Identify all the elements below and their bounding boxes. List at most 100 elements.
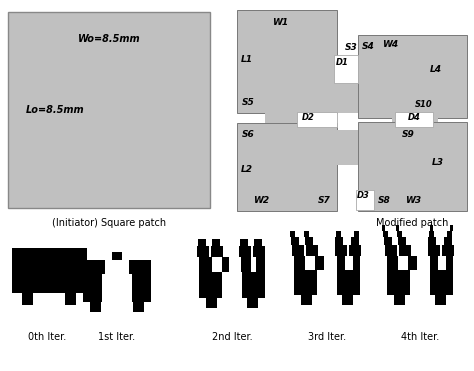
Text: Lo=8.5mm: Lo=8.5mm — [26, 105, 85, 115]
Bar — [399, 245, 411, 256]
Bar — [83, 274, 151, 302]
Bar — [305, 256, 315, 270]
Bar — [345, 256, 353, 270]
Text: D3: D3 — [357, 191, 370, 200]
Bar — [291, 237, 299, 245]
Bar — [356, 190, 374, 210]
Text: 4th Iter.: 4th Iter. — [401, 332, 439, 342]
Bar — [241, 257, 253, 272]
Bar — [407, 256, 417, 270]
Bar — [305, 237, 313, 245]
Text: W2: W2 — [253, 196, 269, 205]
Bar — [387, 256, 410, 270]
Bar — [239, 246, 251, 257]
Bar — [251, 257, 256, 272]
Bar — [90, 302, 101, 312]
Text: W1: W1 — [272, 18, 288, 27]
Bar — [387, 270, 453, 295]
Text: S7: S7 — [318, 196, 331, 205]
Bar — [265, 113, 307, 123]
Bar — [254, 239, 262, 246]
Text: S8: S8 — [378, 196, 391, 205]
Bar — [306, 245, 318, 256]
Text: L4: L4 — [430, 65, 442, 74]
Bar — [392, 113, 438, 122]
Bar — [241, 257, 265, 272]
Text: S4: S4 — [362, 42, 375, 51]
Bar — [438, 256, 446, 270]
Bar — [253, 257, 265, 272]
Text: W4: W4 — [382, 40, 398, 49]
Bar — [337, 73, 358, 113]
Bar — [429, 231, 434, 237]
Bar — [237, 10, 337, 113]
Text: L2: L2 — [241, 165, 253, 174]
Bar — [351, 237, 359, 245]
Bar — [22, 293, 33, 305]
Bar — [394, 295, 405, 305]
Bar — [294, 256, 317, 270]
Bar — [199, 257, 209, 272]
Bar — [342, 295, 353, 305]
Bar — [395, 112, 433, 127]
Bar — [292, 245, 304, 256]
Text: Wo=8.5mm: Wo=8.5mm — [78, 34, 140, 44]
Bar — [447, 231, 452, 237]
Bar — [428, 245, 440, 256]
Bar — [199, 272, 223, 298]
Text: S10: S10 — [415, 100, 433, 109]
Text: 1st Iter.: 1st Iter. — [99, 332, 136, 342]
Bar — [212, 257, 222, 272]
Bar — [349, 245, 361, 256]
Bar — [212, 239, 220, 246]
Bar — [384, 237, 392, 245]
Bar — [83, 260, 105, 274]
Bar — [247, 298, 258, 308]
Bar — [199, 272, 265, 298]
Text: 2nd Iter.: 2nd Iter. — [212, 332, 252, 342]
Bar — [398, 256, 408, 270]
Bar — [206, 298, 217, 308]
Bar — [430, 256, 440, 270]
Bar — [435, 295, 446, 305]
Bar — [442, 245, 454, 256]
Bar — [337, 256, 347, 270]
Bar — [428, 237, 436, 245]
Bar — [8, 12, 210, 208]
Bar — [430, 270, 453, 295]
Bar — [337, 270, 360, 295]
Bar — [317, 270, 337, 295]
Bar — [358, 35, 467, 118]
Bar — [106, 260, 128, 288]
Bar — [12, 248, 87, 293]
Bar — [222, 272, 242, 298]
Bar — [337, 130, 358, 165]
Bar — [65, 293, 76, 305]
Bar — [211, 246, 223, 257]
Bar — [129, 274, 151, 302]
Bar — [197, 246, 209, 257]
Bar — [335, 237, 343, 245]
Bar — [335, 245, 347, 256]
Text: Modified patch: Modified patch — [376, 218, 449, 228]
Bar — [83, 274, 105, 302]
Bar — [385, 245, 397, 256]
Bar — [410, 270, 430, 295]
Bar — [450, 225, 453, 231]
Bar — [219, 257, 229, 272]
Bar — [237, 123, 337, 211]
Bar — [290, 231, 295, 237]
Bar — [129, 260, 151, 274]
Text: D2: D2 — [302, 113, 315, 122]
Bar — [304, 231, 309, 237]
Bar — [440, 256, 453, 270]
Bar — [387, 256, 397, 270]
Text: D1: D1 — [336, 58, 349, 67]
Bar — [112, 252, 122, 274]
Text: L1: L1 — [241, 55, 253, 64]
Bar — [397, 231, 402, 237]
Text: 0th Iter.: 0th Iter. — [28, 332, 66, 342]
Bar — [294, 256, 304, 270]
Bar — [240, 239, 248, 246]
Bar — [396, 225, 399, 231]
